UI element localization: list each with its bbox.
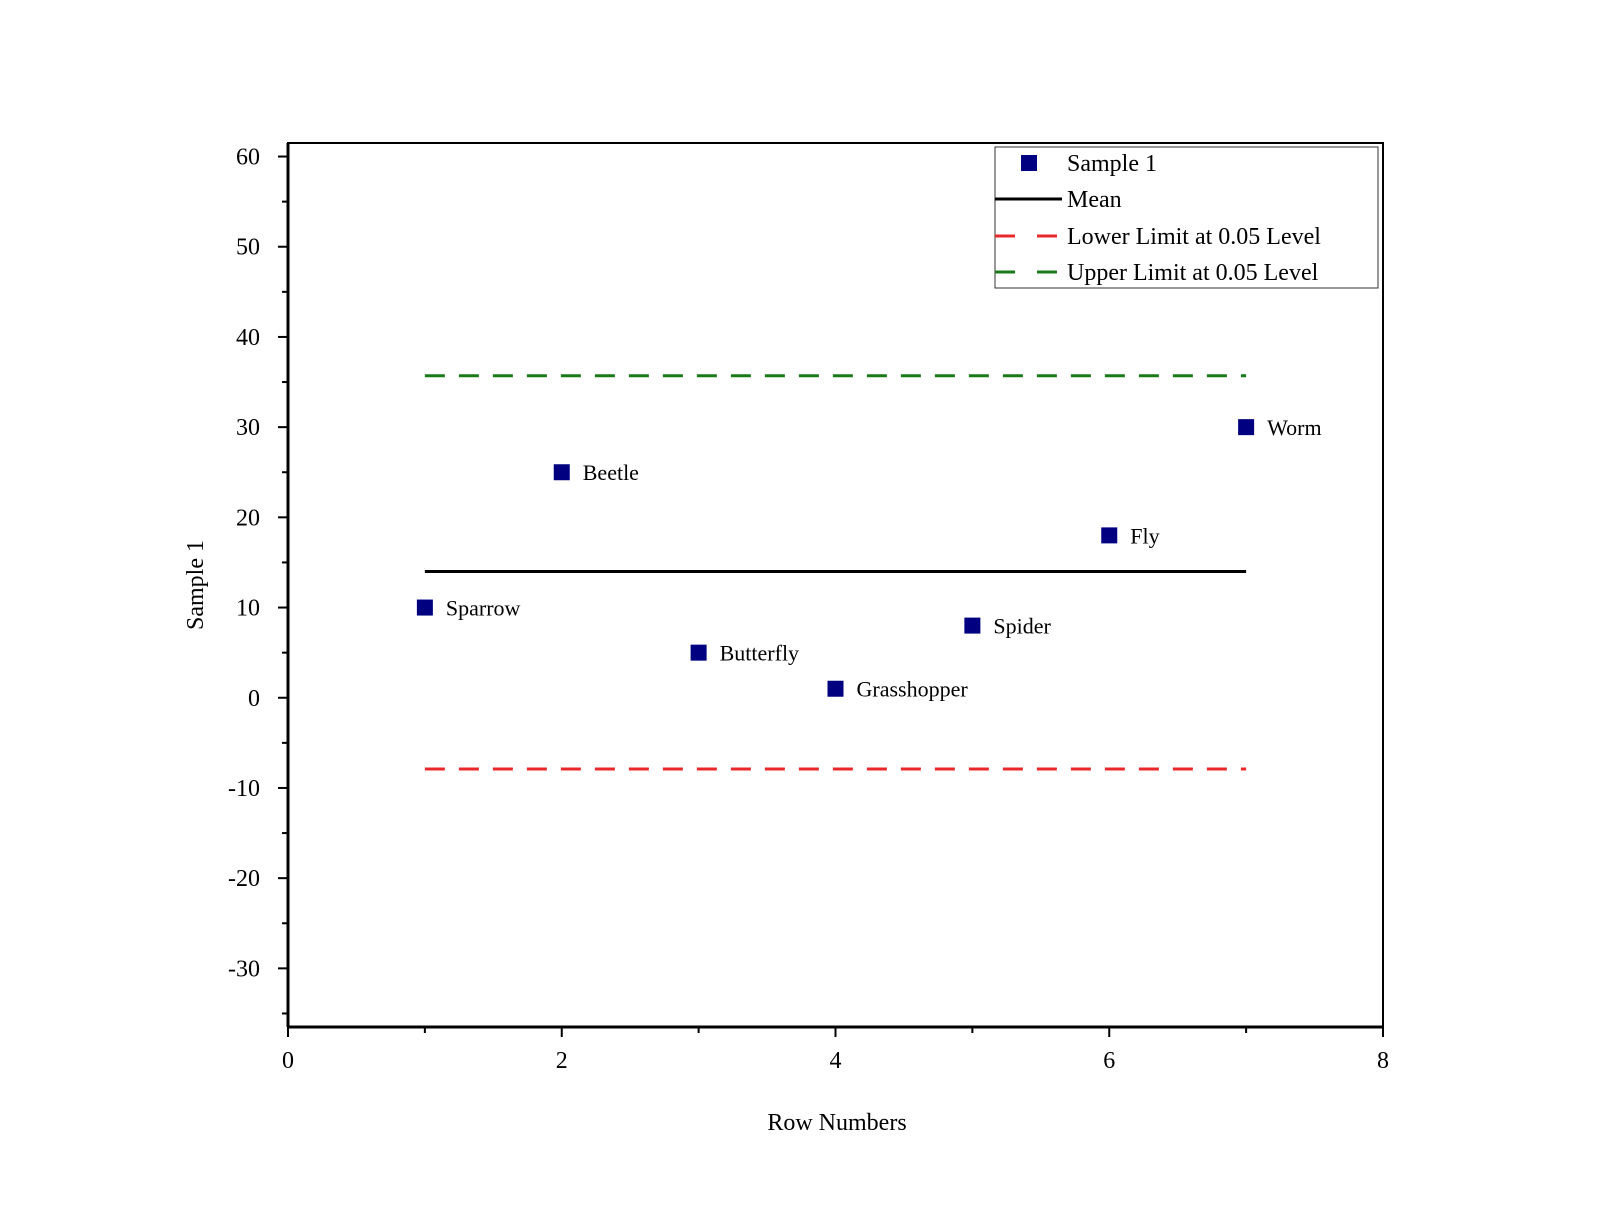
x-tick-label: 2 [556, 1048, 568, 1074]
y-axis-title: Sample 1 [183, 540, 209, 630]
data-point-label: Fly [1130, 523, 1159, 548]
data-point [553, 464, 570, 481]
y-tick-label: -30 [228, 956, 260, 982]
data-point [690, 644, 707, 661]
data-point-label: Spider [993, 614, 1051, 639]
legend-label: Upper Limit at 0.05 Level [1067, 260, 1319, 286]
data-point-label: Worm [1267, 415, 1321, 440]
legend-marker-square [1021, 155, 1037, 171]
x-axis-title: Row Numbers [767, 1110, 906, 1136]
legend-box [994, 146, 1379, 289]
data-point [827, 680, 844, 697]
y-tick-label: -10 [228, 776, 260, 802]
x-tick-label: 8 [1377, 1048, 1389, 1074]
y-tick-label: 40 [236, 325, 260, 351]
y-tick-label: -20 [228, 866, 260, 892]
data-point-label: Butterfly [720, 641, 799, 666]
series-layer: Sparrow Beetle Butterfly Grasshopper Spider F… [416, 374, 1322, 771]
legend-label: Sample 1 [1067, 151, 1157, 177]
data-point-label: Beetle [583, 460, 639, 485]
y-tick-label: 10 [236, 596, 260, 622]
y-tick-label: 30 [236, 415, 260, 441]
x-tick-label: 4 [830, 1048, 842, 1074]
data-point [416, 599, 433, 616]
data-point [964, 617, 981, 634]
legend-label: Mean [1067, 187, 1122, 213]
x-tick-label: 6 [1103, 1048, 1115, 1074]
x-tick-label: 0 [282, 1048, 294, 1074]
data-point [1101, 527, 1118, 544]
data-point [1238, 419, 1255, 436]
legend: Sample 1 Mean Lower Limit at 0.05 Level Upp… [994, 146, 1379, 289]
y-tick-label: 20 [236, 505, 260, 531]
data-point-label: Sparrow [446, 596, 521, 621]
y-tick-label: 50 [236, 235, 260, 261]
data-point-label: Grasshopper [857, 677, 969, 702]
axes-layer: 0 2 4 6 8 -30 -20 -10 0 10 20 30 40 50 60 [228, 142, 1389, 1074]
y-tick-label: 60 [236, 145, 260, 171]
y-tick-label: 0 [248, 686, 260, 712]
legend-label: Lower Limit at 0.05 Level [1067, 224, 1321, 250]
